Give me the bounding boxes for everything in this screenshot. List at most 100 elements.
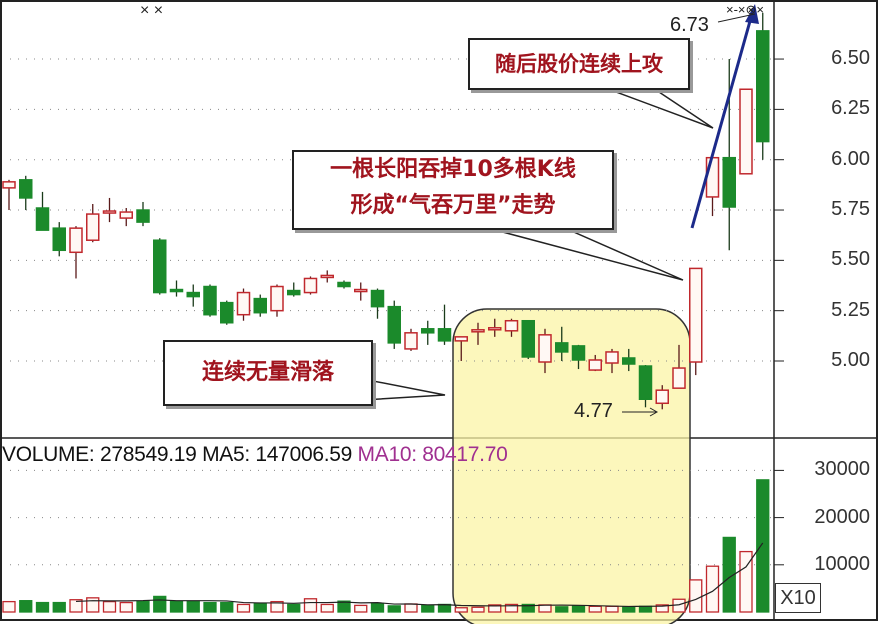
volume-bar — [236, 603, 251, 613]
candle-down — [638, 365, 653, 400]
volume-bar — [756, 479, 770, 613]
volume-bar — [538, 604, 552, 613]
candle-up — [739, 88, 753, 175]
volume-bar — [220, 601, 234, 613]
volume-bar — [655, 604, 669, 613]
candle-up — [303, 277, 318, 294]
volume-bar — [320, 603, 334, 613]
volume-bar — [454, 607, 468, 613]
candle-up — [538, 334, 552, 363]
price-tick-label: 5.50 — [831, 248, 870, 271]
callout-rise: 随后股价连续上攻 — [468, 38, 690, 90]
candle-down — [387, 305, 401, 344]
high-price-label: 6.73 — [670, 14, 709, 36]
volume-bar — [488, 604, 502, 613]
candle-down — [169, 288, 184, 293]
candle-down — [220, 301, 234, 324]
candle-down — [136, 209, 150, 223]
volume-tick-label: 30000 — [814, 458, 870, 481]
candle-down — [521, 319, 535, 358]
candle-down — [622, 357, 636, 365]
volume-bar — [86, 597, 100, 613]
volume-bar — [705, 565, 720, 613]
volume-bar — [186, 600, 200, 613]
volume-multiplier: X10 — [775, 583, 821, 613]
candle-up — [454, 336, 468, 342]
ma10-value: MA10: 80417.70 — [357, 443, 508, 466]
trend-arrow-line — [690, 13, 754, 229]
price-tick-label: 5.00 — [831, 349, 870, 371]
candle-down — [253, 297, 267, 314]
candle-down — [370, 289, 385, 308]
volume-bar — [689, 579, 703, 613]
candle-up — [236, 291, 251, 316]
volume-bar — [35, 601, 50, 613]
low-price-label: 4.77 — [574, 400, 613, 422]
candle-up — [404, 332, 418, 350]
volume-value: VOLUME: 278549.19 — [2, 443, 197, 466]
volume-bar — [588, 605, 602, 613]
ma5-value: MA5: 147006.59 — [202, 443, 352, 466]
callout-rise-pointer — [599, 85, 714, 129]
volume-bar — [404, 603, 418, 613]
candle-down — [153, 239, 167, 294]
candle-down — [52, 227, 66, 252]
candle-up — [471, 329, 485, 333]
callout-engulf-line2: 形成“气吞万里”走势 — [350, 193, 556, 218]
volume-ma5-line — [75, 542, 764, 608]
volume-bar — [153, 595, 167, 613]
volume-bar — [421, 604, 435, 613]
volume-bar — [722, 536, 736, 613]
candle-down — [35, 207, 50, 231]
volume-bar — [354, 604, 368, 613]
trend-arrow-head — [745, 4, 759, 24]
volume-legend: VOLUME: 278549.19 MA5: 147006.59 MA10: 8… — [2, 443, 508, 467]
volume-bar — [203, 601, 217, 613]
price-tick-label: 5.75 — [831, 198, 870, 221]
price-tick-label: 6.00 — [831, 147, 870, 170]
volume-bar — [622, 606, 636, 613]
price-tick-label: 6.25 — [831, 97, 870, 120]
volume-bar — [437, 603, 452, 613]
candle-up — [504, 319, 519, 332]
volume-tick-label: 10000 — [814, 552, 870, 575]
volume-bar — [303, 598, 318, 613]
candle-up — [689, 267, 703, 363]
volume-bar — [471, 606, 485, 613]
callout-engulf-line1: 一根长阳吞掉10多根K线 — [330, 157, 576, 182]
candle-down — [287, 289, 301, 296]
volume-bar — [638, 605, 653, 613]
candle-up — [119, 211, 133, 219]
volume-bar — [739, 550, 753, 613]
candle-down — [437, 328, 452, 342]
candle-up — [2, 181, 16, 189]
volume-bar — [287, 603, 301, 613]
callout-engulf: 一根长阳吞掉10多根K线 形成“气吞万里”走势 — [292, 150, 614, 230]
candle-down — [19, 179, 33, 199]
volume-bar — [387, 605, 401, 613]
volume-bar — [337, 600, 351, 613]
candle-up — [270, 285, 284, 312]
top-right-marker: ×-×⊗× — [726, 2, 764, 17]
volume-bar — [119, 601, 133, 613]
candle-down — [722, 156, 736, 208]
volume-bar — [270, 600, 284, 613]
volume-tick-label: 20000 — [814, 505, 870, 528]
candle-down — [203, 285, 217, 316]
volume-bar — [504, 603, 519, 613]
volume-bar — [521, 603, 535, 613]
volume-bar — [169, 600, 184, 613]
candle-up — [354, 288, 368, 293]
top-left-marker: × × — [140, 2, 164, 19]
price-tick-label: 5.25 — [831, 298, 870, 321]
candle-down — [337, 281, 351, 288]
volume-bar — [69, 599, 83, 613]
candle-down — [421, 328, 435, 334]
volume-bar — [253, 602, 267, 613]
volume-bar — [370, 602, 385, 613]
candle-up — [588, 359, 602, 371]
volume-bar — [571, 605, 586, 613]
candle-up — [69, 227, 83, 254]
